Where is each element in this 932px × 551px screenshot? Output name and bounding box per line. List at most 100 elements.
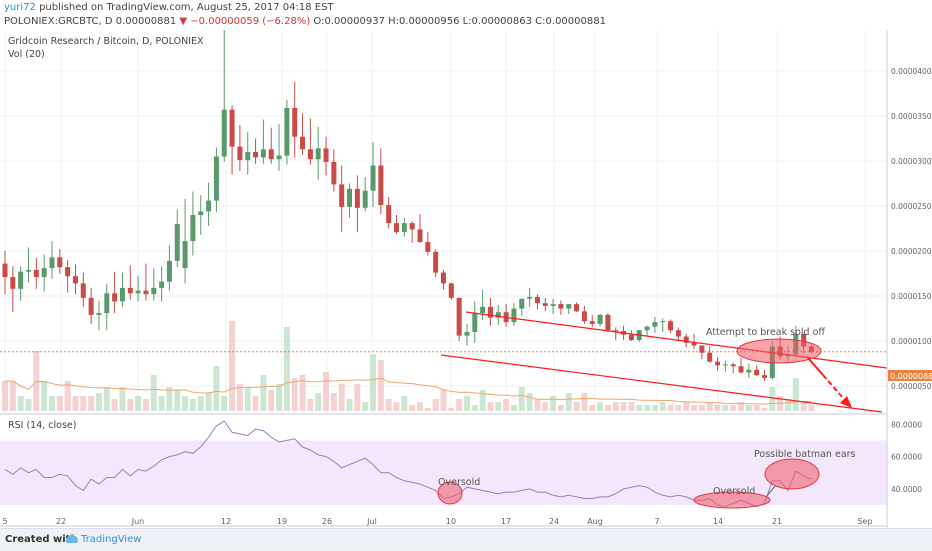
candle-body [370,165,376,191]
candle-body [707,352,713,362]
candle-body [440,272,446,284]
candle-body [41,268,47,278]
candle [691,333,697,350]
candle [260,119,266,164]
annotation-break[interactable]: Attempt to break sold off [706,327,825,338]
volume-bar [730,405,737,411]
volume-bar [800,402,807,411]
candle [143,263,149,301]
candle-body [260,149,266,158]
candle [456,297,462,341]
time-tick-label: 17 [501,517,511,526]
tradingview-logo[interactable]: TradingView [66,534,141,545]
volume-bar [651,405,658,411]
time-tick-label: Jul [366,517,377,526]
candle [221,30,227,162]
candle-body [722,364,728,366]
volume-bar [56,396,63,411]
highlight-ellipse-oversold-1 [437,481,463,505]
candle [495,305,501,325]
candle [378,148,384,215]
volume-bar [597,402,604,411]
candle [722,360,728,372]
candle-body [221,109,227,157]
candle-body [292,107,298,137]
candle-body [127,287,133,294]
candle-body [33,269,39,278]
candle-body [88,297,94,315]
price-tick-label: 0.00002500 [891,202,932,211]
candle-body [166,260,172,282]
volume-bar [111,399,118,411]
candle-body [417,229,423,242]
price-tick-label: 0.00003500 [891,112,932,121]
highlight-ellipse-batman [764,458,820,490]
candle [339,165,345,233]
candle [715,357,721,371]
candle-body [206,200,212,212]
candle-body [159,281,165,288]
volume-bar [604,405,611,411]
volume-bar [456,399,463,411]
volume-bar [197,396,204,411]
candle-body [675,330,681,337]
price-tick-label: 0.00004500 [891,30,932,31]
volume-bar [189,399,196,411]
candle [49,241,55,279]
candle-body [495,312,501,318]
volume-bar [416,402,423,411]
candle [417,214,423,243]
time-tick-label: 22 [56,517,66,526]
volume-ma-line [5,377,812,405]
candle [323,136,329,176]
candle [80,272,86,307]
candle-body [566,304,572,309]
candle [730,362,736,374]
candle [151,268,157,301]
candle [660,318,666,332]
candle [628,330,634,341]
candle-body [581,311,587,322]
candle-body [245,152,251,161]
volume-bar [323,372,330,411]
volume-bar [377,360,384,411]
candle-body [119,287,125,302]
candle [409,221,415,243]
author-link[interactable]: yuri72 [4,2,36,13]
candle-body [72,276,78,284]
time-tick-label: 19 [277,517,287,526]
candle-body [433,251,439,273]
candle [72,264,78,295]
volume-bar [636,405,643,411]
volume-bar [722,405,729,411]
volume-bar [315,393,322,411]
price-tag: 0.00000881 [890,372,932,381]
candle [605,313,611,332]
chart-area[interactable]: Gridcoin Research / Bitcoin, D, POLONIEX… [0,30,932,528]
candle-body [425,242,431,252]
volume-bar [213,366,220,411]
candle [754,365,760,377]
volume-bar [299,375,306,411]
volume-bar [2,381,8,411]
annotation-oversold-1[interactable]: Oversold [438,477,480,488]
candle-body [190,215,196,242]
candle-body [668,321,674,331]
annotation-batman[interactable]: Possible batman ears [754,449,856,460]
candle [394,215,399,234]
candle-body [542,303,548,306]
candle-body [237,146,243,161]
candle-body [448,283,454,298]
volume-bar [714,405,721,411]
volume-bar [424,408,431,411]
candle [284,99,290,165]
volume-bar [769,387,776,411]
volume-bar [542,402,549,411]
chart-header: yuri72 published on TradingView.com, Aug… [0,0,932,30]
volume-bar [448,408,455,411]
candle-body [339,184,345,207]
volume-bar [628,402,635,411]
annotation-oversold-2[interactable]: Oversold [713,486,755,497]
candle [511,303,517,326]
candle-body [401,223,407,233]
